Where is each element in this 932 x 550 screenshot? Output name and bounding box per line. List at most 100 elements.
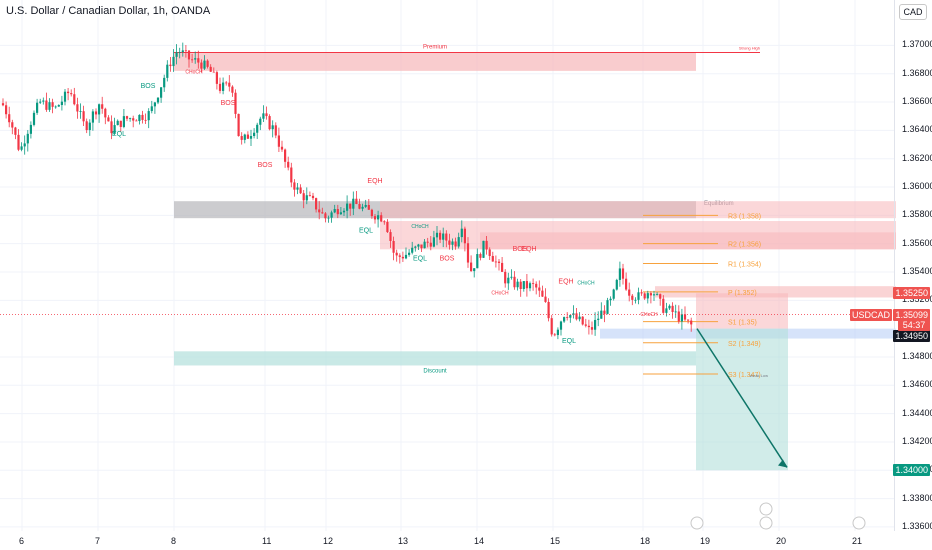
candle xyxy=(476,248,479,269)
candle xyxy=(259,116,262,131)
candle xyxy=(147,108,150,129)
candle xyxy=(683,306,687,322)
candle-body xyxy=(36,102,39,113)
strong-high-label: Strong High xyxy=(739,45,760,50)
candle xyxy=(423,238,426,249)
structure-label-choch: CHoCH xyxy=(577,281,595,287)
time-tick-label: 18 xyxy=(640,536,651,546)
candle xyxy=(150,100,153,114)
candle xyxy=(349,203,352,216)
candle-body xyxy=(107,117,110,122)
candle xyxy=(649,291,652,304)
candle xyxy=(249,129,253,146)
candle-body xyxy=(404,254,408,259)
candle-body xyxy=(491,255,494,262)
candle-body xyxy=(544,296,547,302)
candle xyxy=(203,55,206,70)
currency-button[interactable]: CAD xyxy=(899,4,927,20)
structure-label-eqh: EQH xyxy=(367,178,382,185)
candle xyxy=(231,85,234,97)
candle xyxy=(454,237,457,250)
candle xyxy=(516,278,519,291)
candle-body xyxy=(597,318,600,320)
time-tick-label: 6 xyxy=(19,536,25,546)
candle-body xyxy=(153,102,156,107)
time-tick-label: 14 xyxy=(474,536,485,546)
candle-body xyxy=(256,124,259,133)
candle-body xyxy=(324,213,327,219)
candle xyxy=(637,287,640,305)
candle-body xyxy=(122,116,125,127)
candle-body xyxy=(76,104,79,112)
candle-body xyxy=(519,281,522,289)
candle-body xyxy=(646,293,649,299)
candle-body xyxy=(584,324,587,326)
candle-body xyxy=(119,120,122,127)
candle xyxy=(287,156,290,171)
candle-body xyxy=(26,133,29,144)
candle-body xyxy=(352,198,355,209)
candle-body xyxy=(8,114,11,123)
candle xyxy=(82,105,85,127)
candle xyxy=(470,255,473,272)
candle-body xyxy=(160,87,163,98)
candle xyxy=(504,269,507,288)
candle-body xyxy=(253,132,256,137)
event-icon xyxy=(852,516,866,530)
candle-body xyxy=(284,149,287,162)
candle-body xyxy=(268,116,271,130)
candle xyxy=(246,131,249,139)
candle-body xyxy=(516,281,519,288)
candle-body xyxy=(14,127,17,135)
candle-body xyxy=(364,204,367,207)
candle-body xyxy=(132,118,135,121)
current-price-tag: 1.35099 xyxy=(893,308,930,321)
candle xyxy=(600,302,603,319)
candle xyxy=(584,318,587,328)
candle-body xyxy=(315,198,318,210)
structure-label-eql: EQL xyxy=(562,338,576,345)
candle-body xyxy=(187,50,191,60)
candle xyxy=(29,121,32,139)
candle-body xyxy=(668,305,671,309)
candle-body xyxy=(222,82,225,91)
candle xyxy=(215,70,218,90)
candle-body xyxy=(246,134,249,139)
symbol-tag[interactable]: USDCAD xyxy=(849,308,892,321)
candle xyxy=(271,120,274,138)
candle xyxy=(358,198,361,210)
candle-body xyxy=(32,112,36,125)
candle-body xyxy=(296,187,299,190)
candle-body xyxy=(690,320,693,325)
candle-body xyxy=(439,232,442,240)
candle xyxy=(395,249,398,262)
candle-body xyxy=(429,242,432,247)
projection-arrow xyxy=(696,328,788,468)
candle-body xyxy=(79,111,82,112)
candle xyxy=(463,226,466,252)
candle xyxy=(690,317,693,332)
candle-body xyxy=(333,209,336,213)
price-tick-label: 1.34400 xyxy=(902,407,932,418)
candle-body xyxy=(212,71,215,73)
candle-body xyxy=(42,100,45,102)
candle xyxy=(138,114,141,125)
candle xyxy=(42,97,45,105)
candle-body xyxy=(634,299,637,301)
candle xyxy=(367,198,370,210)
candle xyxy=(606,297,609,315)
structure-label-eqh: EQH xyxy=(521,246,536,253)
candle-body xyxy=(671,305,674,312)
candle xyxy=(352,191,355,216)
candle-body xyxy=(308,195,311,197)
candle-body xyxy=(513,276,516,288)
candle-body xyxy=(73,94,76,105)
candle xyxy=(687,319,690,324)
candle xyxy=(135,119,138,122)
candle-body xyxy=(178,52,181,53)
candle xyxy=(212,67,215,73)
candle xyxy=(547,298,550,322)
candle xyxy=(587,319,590,335)
candle xyxy=(597,311,600,327)
